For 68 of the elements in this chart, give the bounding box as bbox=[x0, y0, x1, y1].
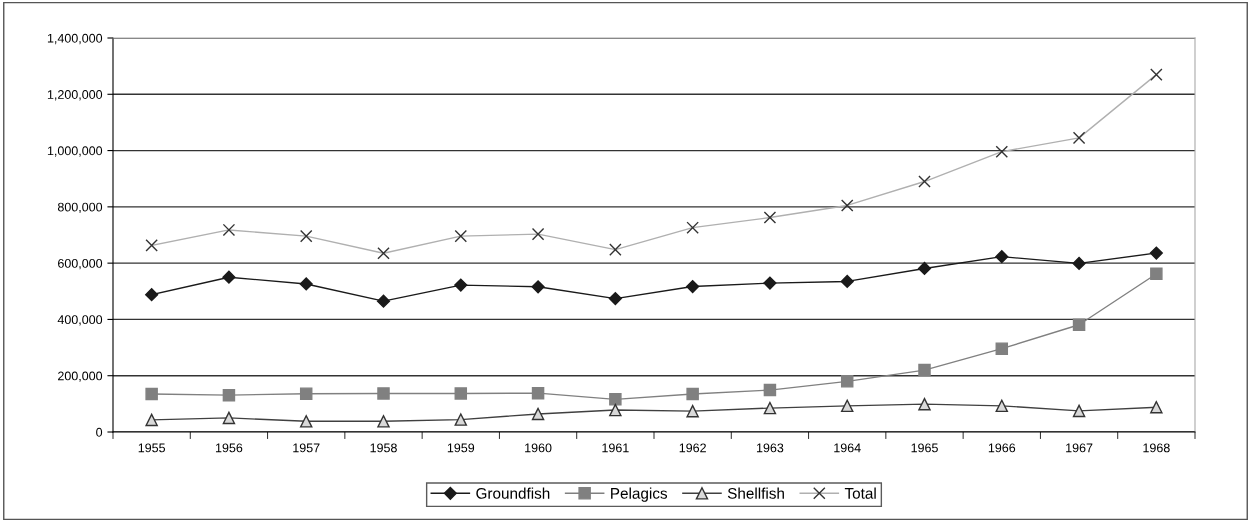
y-tick-label: 800,000 bbox=[57, 202, 103, 213]
x-tick-label: 1968 bbox=[1143, 443, 1170, 453]
point bbox=[1072, 256, 1086, 271]
x-tick-label: 1967 bbox=[1066, 443, 1093, 453]
legend-label: Pelagics bbox=[611, 487, 668, 502]
point bbox=[454, 413, 468, 426]
legend-label: Total bbox=[844, 487, 876, 499]
point bbox=[222, 388, 236, 402]
x-tick-label: 1958 bbox=[370, 443, 397, 453]
point bbox=[995, 342, 1009, 355]
point bbox=[1150, 267, 1163, 281]
point bbox=[222, 411, 236, 425]
point bbox=[377, 387, 390, 400]
point bbox=[299, 387, 313, 400]
point bbox=[686, 404, 699, 418]
point bbox=[840, 399, 854, 413]
point bbox=[608, 292, 622, 306]
point bbox=[763, 276, 777, 290]
point bbox=[299, 277, 313, 291]
legend-label: Groundfish bbox=[476, 487, 550, 499]
point bbox=[145, 288, 159, 302]
point bbox=[454, 278, 468, 292]
point bbox=[1072, 404, 1086, 418]
point bbox=[995, 399, 1009, 413]
x-tick-label: 1960 bbox=[525, 443, 552, 453]
y-tick-label: 200,000 bbox=[58, 371, 103, 382]
x-tick-label: 1955 bbox=[138, 443, 166, 453]
point bbox=[376, 294, 391, 308]
y-tick-label: 0 bbox=[96, 427, 103, 437]
point bbox=[1072, 318, 1086, 332]
y-tick-label: 1,200,000 bbox=[47, 90, 103, 101]
x-tick-label: 1963 bbox=[756, 443, 784, 453]
x-tick-label: 1959 bbox=[447, 443, 475, 453]
point bbox=[918, 363, 931, 377]
point bbox=[840, 274, 854, 289]
point bbox=[609, 403, 622, 417]
y-tick-label: 1,000,000 bbox=[47, 146, 103, 157]
point bbox=[763, 383, 777, 397]
point bbox=[222, 270, 236, 284]
point bbox=[145, 413, 158, 427]
point bbox=[454, 387, 468, 400]
point bbox=[995, 250, 1009, 264]
point bbox=[1150, 400, 1163, 414]
point bbox=[299, 415, 313, 428]
y-tick-label: 600,000 bbox=[58, 258, 103, 270]
x-tick-label: 1956 bbox=[215, 443, 243, 453]
point bbox=[531, 386, 545, 400]
point bbox=[531, 407, 545, 421]
point bbox=[686, 387, 699, 401]
x-tick-label: 1964 bbox=[834, 443, 861, 453]
point bbox=[686, 279, 700, 294]
point bbox=[145, 387, 158, 401]
point bbox=[763, 401, 777, 415]
point bbox=[1149, 246, 1163, 260]
x-tick-label: 1962 bbox=[679, 443, 706, 453]
point bbox=[609, 393, 622, 406]
point bbox=[917, 261, 932, 276]
x-tick-label: 1965 bbox=[911, 443, 938, 453]
point bbox=[840, 375, 854, 388]
point bbox=[377, 415, 390, 428]
y-tick-label: 1,400,000 bbox=[47, 33, 103, 45]
point bbox=[918, 397, 931, 411]
x-tick-label: 1966 bbox=[988, 443, 1016, 453]
legend-label: Shellfish bbox=[727, 487, 784, 499]
x-tick-label: 1957 bbox=[293, 443, 320, 453]
point bbox=[531, 280, 545, 294]
x-tick-label: 1961 bbox=[602, 443, 629, 453]
y-tick-label: 400,000 bbox=[57, 315, 103, 326]
